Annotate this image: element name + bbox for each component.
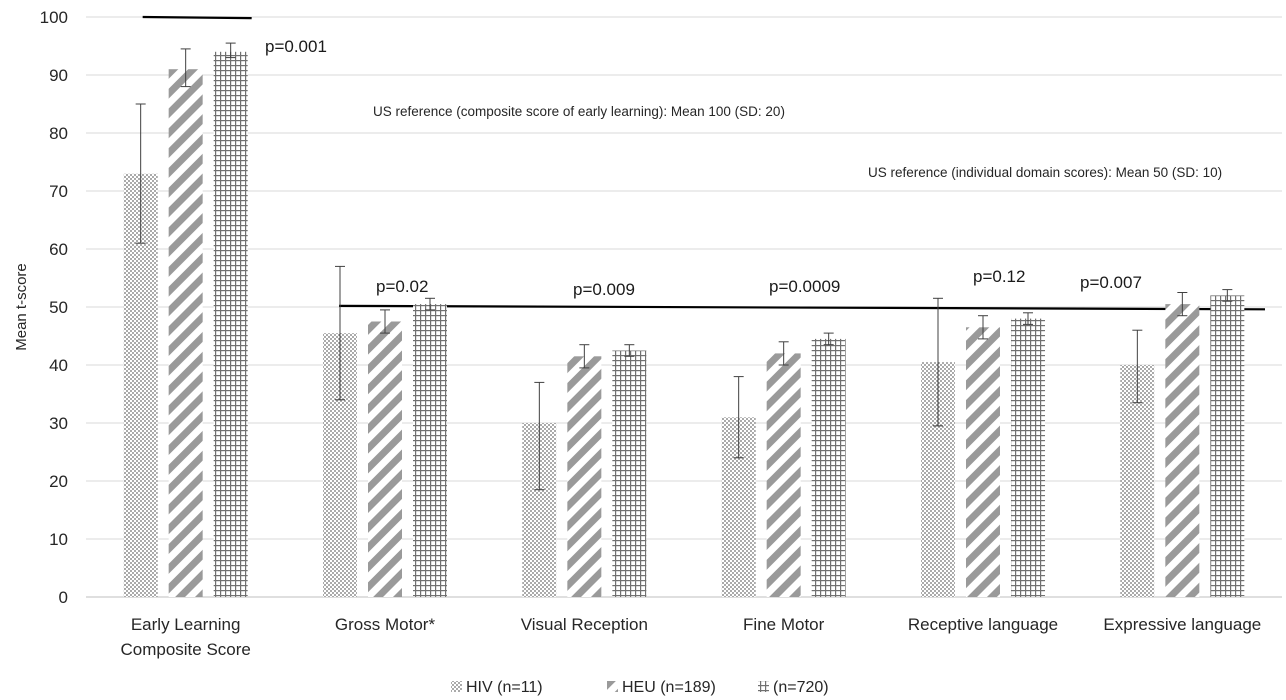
legend-label-heu: HEU (n=189) xyxy=(622,679,716,696)
x-category-label: Expressive language xyxy=(1103,615,1261,634)
legend: HIV (n=11) HEU (n=189) (n=720) xyxy=(451,679,829,696)
bar xyxy=(123,173,158,597)
bar xyxy=(567,356,602,597)
bar xyxy=(612,350,647,597)
y-tick-label: 70 xyxy=(49,182,68,201)
x-category-label: Visual Reception xyxy=(521,615,648,634)
x-category-label: Receptive language xyxy=(908,615,1058,634)
y-tick-label: 0 xyxy=(59,588,68,607)
y-tick-label: 50 xyxy=(49,298,68,317)
bar xyxy=(1011,318,1045,597)
bar xyxy=(368,321,402,597)
error-bars xyxy=(135,42,1233,491)
legend-swatch-720 xyxy=(758,681,769,692)
legend-swatch-hiv xyxy=(451,681,462,692)
y-tick-label: 60 xyxy=(49,240,68,259)
bar xyxy=(811,338,846,597)
bars xyxy=(123,51,1245,598)
bar xyxy=(1120,365,1155,597)
reference-line-100 xyxy=(142,15,252,20)
x-category-label: Gross Motor* xyxy=(335,615,436,634)
bar xyxy=(213,51,248,598)
reference-lines xyxy=(142,15,1266,311)
bar xyxy=(413,304,447,597)
y-tick-label: 10 xyxy=(49,530,68,549)
bar xyxy=(766,353,801,597)
legend-label-720: (n=720) xyxy=(773,679,829,696)
x-category-label: Composite Score xyxy=(120,640,250,659)
p-value-receptive-language: p=0.12 xyxy=(973,267,1025,286)
annotation-ref-composite: US reference (composite score of early l… xyxy=(373,104,785,119)
annotation-ref-domain: US reference (individual domain scores):… xyxy=(868,165,1222,180)
y-axis-ticks: 0 10 20 30 40 50 60 70 80 90 100 xyxy=(40,8,68,607)
y-tick-label: 30 xyxy=(49,414,68,433)
y-tick-label: 90 xyxy=(49,66,68,85)
bar xyxy=(168,69,203,597)
bar xyxy=(1210,295,1245,597)
p-value-fine-motor: p=0.0009 xyxy=(769,277,840,296)
p-value-gross-motor: p=0.02 xyxy=(376,277,428,296)
y-tick-label: 40 xyxy=(49,356,68,375)
bar xyxy=(1165,304,1200,597)
y-tick-label: 80 xyxy=(49,124,68,143)
y-axis-label: Mean t-score xyxy=(13,263,30,351)
bar xyxy=(966,327,1000,597)
legend-label-hiv: HIV (n=11) xyxy=(466,679,543,696)
legend-swatch-heu xyxy=(607,681,618,692)
p-value-expressive-language: p=0.007 xyxy=(1080,273,1142,292)
p-value-visual-reception: p=0.009 xyxy=(573,280,635,299)
x-category-label: Fine Motor xyxy=(743,615,825,634)
p-value-composite: p=0.001 xyxy=(265,37,327,56)
x-category-label: Early Learning xyxy=(131,615,241,634)
y-tick-label: 100 xyxy=(40,8,68,27)
category-labels: Early Learning Composite Score Gross Motor… xyxy=(120,615,1261,659)
reference-line-50 xyxy=(338,304,1266,311)
y-tick-label: 20 xyxy=(49,472,68,491)
